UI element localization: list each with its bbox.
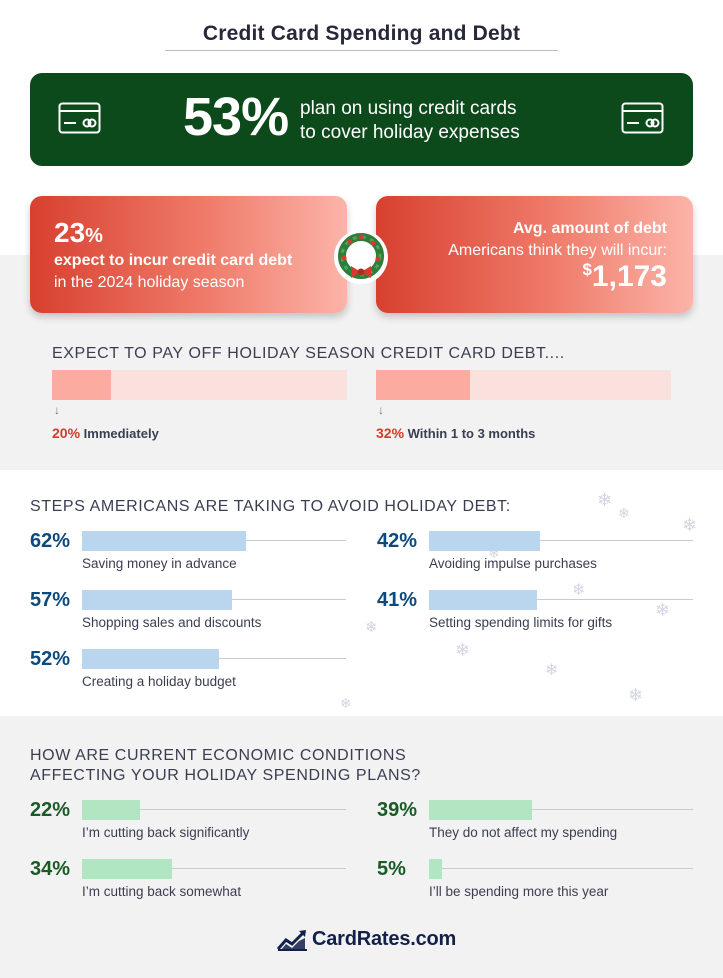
stat-bar-fill — [82, 649, 219, 669]
payoff-bar-fill — [376, 370, 470, 400]
credit-card-icon — [58, 102, 101, 134]
snowflake-icon: ❄ — [455, 640, 471, 660]
snowflake-icon: ❄ — [655, 600, 671, 620]
stat-label: Saving money in advance — [82, 556, 237, 571]
wreath-icon — [334, 230, 388, 284]
snowflake-icon: ❄ — [597, 490, 613, 510]
snowflake-icon: ❄ — [340, 695, 352, 711]
snowflake-icon: ❄ — [572, 582, 586, 599]
stat-label: Shopping sales and discounts — [82, 615, 262, 630]
stat-percent: 22% — [30, 799, 71, 821]
title-underline — [165, 50, 558, 51]
stat-label: Avoiding impulse purchases — [429, 556, 597, 571]
payoff-percent: 32% — [376, 425, 405, 441]
avg-debt-amount: $1,173 — [582, 260, 667, 294]
snowflake-icon: ❄ — [618, 505, 630, 521]
snowflake-icon: ❄ — [488, 545, 500, 561]
debt-pct-symbol: % — [85, 225, 103, 247]
debt-expectation-line-1: expect to incur credit card debt — [54, 252, 293, 269]
gray-band-bottom — [0, 716, 723, 978]
stat-bar-fill — [82, 590, 232, 610]
stat-percent: 57% — [30, 589, 71, 611]
snowflake-icon: ❄ — [365, 619, 378, 636]
banner-percent: 53% — [183, 87, 289, 147]
stat-bar-fill — [82, 859, 172, 879]
debt-expectation-percent: 23% — [54, 217, 103, 249]
economy-heading: HOW ARE CURRENT ECONOMIC CONDITIONS AFFE… — [30, 746, 421, 786]
payoff-text: Immediately — [83, 426, 159, 441]
debt-pct-number: 23 — [54, 217, 86, 248]
snowflake-icon: ❄ — [545, 662, 559, 679]
stat-bar-fill — [429, 859, 442, 879]
logo-text: CardRates.com — [312, 928, 457, 950]
stat-track-line — [429, 540, 693, 541]
stat-track-line — [82, 809, 346, 810]
stat-label: I’m cutting back somewhat — [82, 884, 242, 899]
payoff-text: Within 1 to 3 months — [407, 426, 536, 441]
banner-line-2: to cover holiday expenses — [300, 122, 520, 143]
avg-debt-currency: $ — [582, 260, 592, 279]
stat-bar-fill — [429, 590, 537, 610]
stat-percent: 41% — [377, 589, 418, 611]
stat-label: Creating a holiday budget — [82, 674, 236, 689]
stat-bar-fill — [429, 531, 540, 551]
payoff-bar-track — [376, 370, 671, 400]
credit-card-usage-banner — [30, 73, 693, 166]
banner-text: plan on using credit cards to cover holi… — [300, 97, 520, 145]
stat-label: Setting spending limits for gifts — [429, 615, 613, 630]
stat-percent: 5% — [377, 858, 406, 880]
payoff-label: 20% Immediately — [52, 425, 159, 441]
avg-debt-line-1: Avg. amount of debt — [512, 220, 667, 237]
stat-label: I’ll be spending more this year — [429, 884, 609, 899]
avg-debt-line-2: Americans think they will incur: — [448, 242, 667, 259]
avg-debt-text: Avg. amount of debt Americans think they… — [448, 218, 667, 262]
page-title: Credit Card Spending and Debt — [202, 22, 521, 45]
stat-label: They do not affect my spending — [429, 825, 618, 840]
stat-track-line — [82, 868, 346, 869]
stat-track-line — [429, 809, 693, 810]
stat-track-line — [429, 599, 693, 600]
payoff-percent: 20% — [52, 425, 81, 441]
snowflake-icon: ❄ — [682, 515, 698, 535]
avg-debt-card — [376, 196, 693, 313]
chart-trend-logo-icon — [277, 929, 307, 951]
credit-card-icon — [621, 102, 664, 134]
avg-debt-value: 1,173 — [591, 260, 667, 293]
economy-heading-line-2: AFFECTING YOUR HOLIDAY SPENDING PLANS? — [30, 767, 421, 784]
debt-expectation-card — [30, 196, 347, 313]
payoff-label: 32% Within 1 to 3 months — [376, 425, 535, 441]
stat-track-line — [429, 868, 693, 869]
payoff-bar-track — [52, 370, 347, 400]
stat-percent: 34% — [30, 858, 71, 880]
payoff-heading: EXPECT TO PAY OFF HOLIDAY SEASON CREDIT … — [52, 345, 565, 362]
stat-bar-fill — [82, 531, 246, 551]
economy-heading-line-1: HOW ARE CURRENT ECONOMIC CONDITIONS — [30, 747, 407, 764]
stat-bar-fill — [429, 800, 532, 820]
stat-bar-fill — [82, 800, 140, 820]
cardrates-logo[interactable]: CardRates.com — [277, 928, 456, 951]
stat-percent: 52% — [30, 648, 71, 670]
banner-line-1: plan on using credit cards — [300, 98, 517, 119]
down-arrow-icon: ↓ — [378, 403, 384, 417]
snowflake-icon: ❄ — [628, 685, 644, 705]
stat-percent: 62% — [30, 530, 71, 552]
stat-percent: 42% — [377, 530, 418, 552]
down-arrow-icon: ↓ — [54, 403, 60, 417]
stat-percent: 39% — [377, 799, 418, 821]
debt-expectation-line-2: in the 2024 holiday season — [54, 274, 245, 291]
steps-heading: STEPS AMERICANS ARE TAKING TO AVOID HOLI… — [30, 498, 511, 515]
stat-label: I’m cutting back significantly — [82, 825, 250, 840]
debt-expectation-text: expect to incur credit card debt in the … — [54, 250, 292, 294]
payoff-bar-fill — [52, 370, 111, 400]
